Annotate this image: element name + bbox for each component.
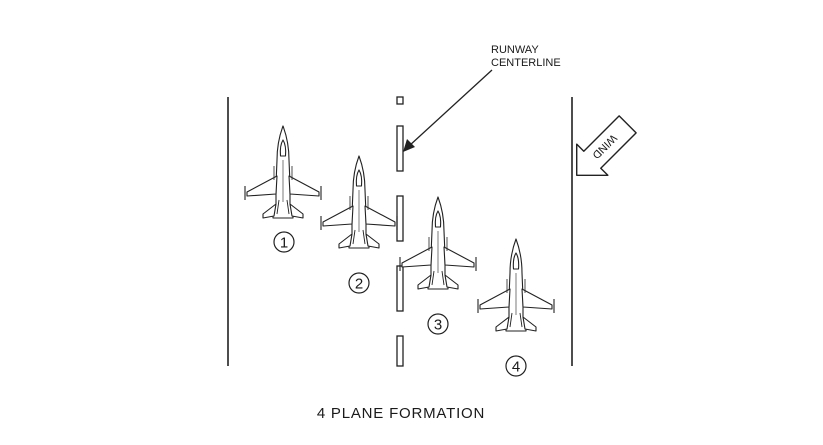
runway-centerline [396,96,404,367]
position-3-number: 3 [434,317,442,334]
position-4-number: 4 [512,359,520,376]
position-1-number: 1 [280,235,288,252]
aircraft-1: 1 [244,125,322,253]
position-1-circle [273,231,295,253]
centerline-leader-line [408,69,493,147]
diagram-title: 4 PLANE FORMATION [317,405,485,422]
wind-arrow-icon: WIND [576,115,637,176]
position-3-circle [427,313,449,335]
position-2-circle [348,272,370,294]
svg-text:RUNWAY: RUNWAY [491,44,539,56]
position-2-number: 2 [355,276,363,293]
aircraft-4: 4 [477,238,555,377]
position-4-circle [505,355,527,377]
runway-centerline-label: RUNWAY CENTERLINE [491,44,561,69]
centerline-arrowhead-icon [403,139,415,152]
aircraft-2: 2 [320,155,398,294]
svg-text:CENTERLINE: CENTERLINE [491,57,561,69]
aircraft-3: 3 [399,196,477,335]
